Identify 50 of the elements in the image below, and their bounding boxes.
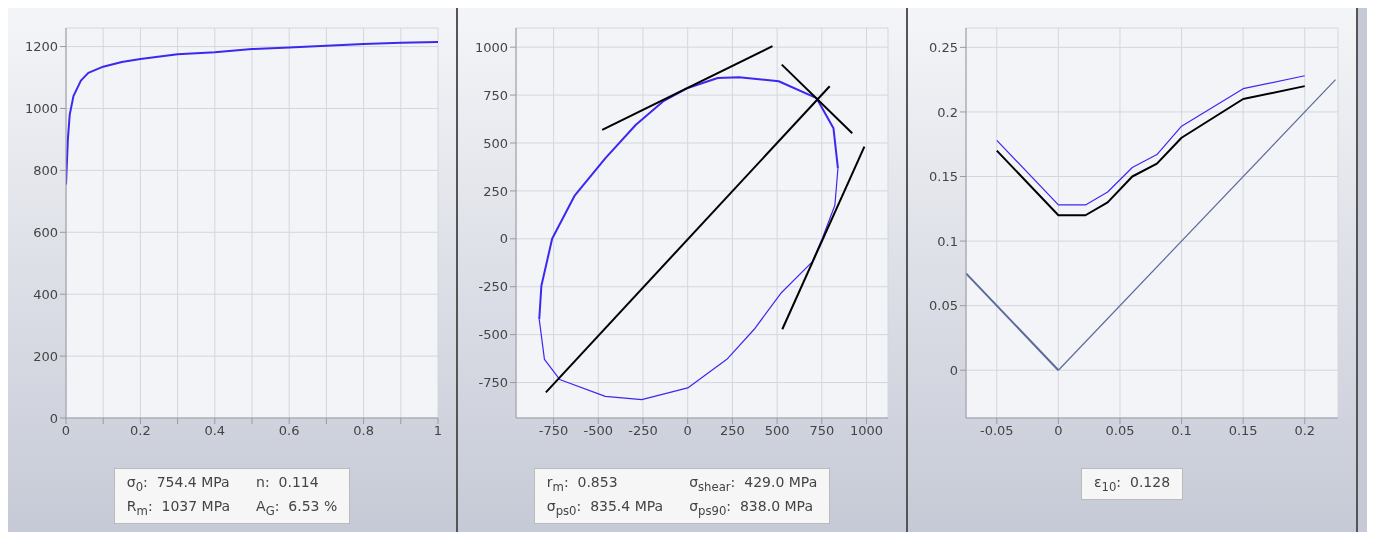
y-tick-label: 400 [33,286,58,302]
y-tick-label: 1000 [474,39,508,55]
y-tick-label: 800 [33,163,58,178]
y-tick-label: 0.1 [937,233,958,249]
x-tick-label: 0.15 [1228,423,1258,439]
y-tick-label: 250 [483,183,508,199]
y-tick-label: 0 [499,231,508,247]
x-tick-label: 250 [719,423,745,439]
x-tick-label: 0.6 [278,423,300,439]
x-tick-label: 0.4 [204,423,226,439]
y-tick-label: 0.25 [929,39,958,55]
x-tick-label: 750 [809,423,835,439]
text: σ$_{ps0}$: 835.4 MPa [546,497,664,518]
text: r$_{m}$: 0.853 [546,474,619,494]
x-tick-label: -750 [538,423,569,439]
text: A$_{G}$: 6.53 % [256,497,338,518]
x-tick-label: 0 [1054,423,1063,439]
x-tick-label: -500 [583,423,614,439]
x-tick-label: 0.05 [1105,423,1135,439]
x-tick-label: -0.05 [979,423,1014,439]
y-tick-label: 0.2 [937,104,958,120]
y-tick-label: 1200 [24,39,58,55]
x-tick-label: 1000 [849,423,884,439]
y-tick-label: 600 [33,224,58,240]
y-tick-label: 1000 [24,101,58,117]
text: ε$_{10}$: 0.128 [1093,474,1171,494]
x-tick-label: 0.2 [1294,423,1316,439]
y-tick-label: 0 [49,410,58,426]
y-tick-label: -750 [478,375,508,391]
x-tick-label: 0.1 [1171,423,1192,439]
x-tick-label: 1 [433,423,443,439]
y-tick-label: 750 [483,87,508,103]
text: R$_{m}$: 1037 MPa [126,497,231,518]
text: σ$_{0}$: 754.4 MPa [126,474,231,494]
x-tick-label: -250 [628,423,658,439]
y-tick-label: 0.05 [929,298,958,314]
x-tick-label: 0.8 [353,423,374,439]
x-tick-label: 0.2 [130,423,151,439]
x-tick-label: 0 [683,423,692,439]
text: n: 0.114 [256,474,320,492]
y-tick-label: 200 [33,348,58,364]
y-tick-label: -500 [478,327,508,343]
y-tick-label: 0 [949,362,958,378]
x-tick-label: 500 [764,423,790,439]
y-tick-label: 0.15 [929,169,958,185]
y-tick-label: -250 [478,279,508,295]
text: σ$_{ps90}$: 838.0 MPa [689,497,814,518]
y-tick-label: 500 [483,135,508,151]
text: σ$_{shear}$: 429.0 MPa [689,474,818,494]
x-tick-label: 0 [61,423,71,439]
